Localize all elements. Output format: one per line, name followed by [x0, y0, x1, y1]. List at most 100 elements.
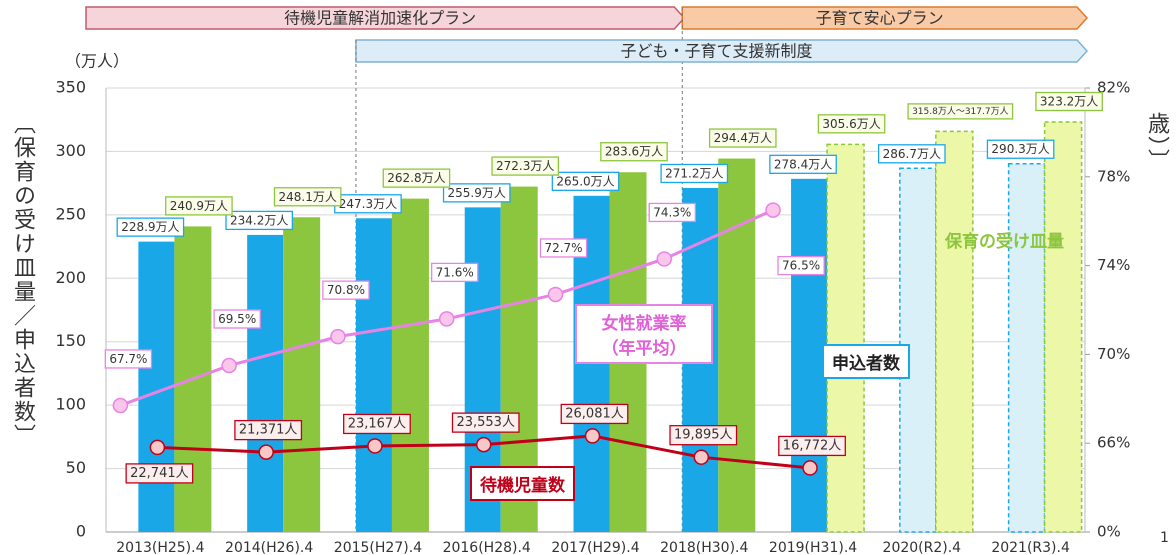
line-value-label-group: 23,167人: [343, 413, 411, 435]
bar-value-label: 240.9万人: [170, 199, 228, 213]
line-point: [802, 460, 818, 476]
bar-value-label-group: 247.3万人: [334, 194, 402, 214]
line-value-label-box: [451, 412, 520, 433]
bar-value-label-group: 290.3万人: [986, 139, 1055, 159]
line-value-label: 22,741人: [130, 466, 189, 481]
line-point: [330, 328, 346, 345]
bar: [1043, 121, 1083, 533]
plan-label: 子ども・子育て支援新制度: [620, 42, 812, 61]
bar-value-label-box: [442, 183, 511, 203]
line-point: [547, 286, 564, 303]
line-value-label-box: [234, 419, 303, 441]
line-value-label-box: [322, 280, 370, 300]
bar-value-label: 271.2万人: [665, 166, 723, 180]
y-tick-label: 350: [55, 78, 86, 97]
line-value-label-group: 26,081人: [560, 403, 629, 425]
line-value-label-box: [431, 262, 479, 283]
bar-value-label-box: [878, 144, 946, 164]
series-label: 待機児童数: [470, 466, 575, 501]
x-tick-label: 2021(R3).4: [991, 540, 1070, 555]
y-tick-label: 100: [55, 395, 86, 414]
bar-value-label-box: [986, 139, 1055, 159]
bar-value-label: 305.6万人: [822, 117, 880, 131]
bar-value-label-group: 234.2万人: [225, 210, 293, 231]
bar-value-label-group: 323.2万人: [1035, 91, 1103, 112]
line-value-label-box: [125, 463, 194, 484]
plan-label: 子育て安心プラン: [816, 9, 944, 28]
line-value-label-box: [560, 403, 629, 425]
line-point: [258, 444, 274, 460]
line-point: [367, 438, 383, 454]
y2-tick-label: 74%: [1097, 256, 1130, 274]
x-tick-label: 2015(H27).4: [334, 540, 422, 555]
line-value-label-box: [669, 425, 738, 446]
unit-label: （万人）: [65, 52, 129, 71]
bar-value-label-box: [907, 103, 1014, 120]
bar: [935, 130, 974, 533]
bar: [718, 158, 756, 532]
bar-value-label-group: 283.6万人: [600, 142, 668, 162]
bar-value-label: 283.6万人: [605, 145, 663, 159]
line-value-label: 71.6%: [436, 265, 474, 279]
line-value-label-box: [104, 349, 153, 369]
line-value-label-group: 19,895人: [669, 425, 738, 446]
bar-value-label-box: [165, 196, 233, 216]
bar-value-label: 278.4万人: [774, 157, 832, 171]
plan-banner: [85, 6, 686, 30]
line-point: [438, 311, 455, 327]
bar-value-label-group: 271.2万人: [660, 163, 729, 184]
line-value-label-group: 22,741人: [125, 463, 194, 484]
bar-value-label-group: 262.8万人: [382, 168, 451, 188]
line-value-label: 23,553人: [456, 415, 515, 430]
bar-value-label-group: 278.4万人: [769, 154, 837, 174]
bar-value-label: 286.7万人: [883, 147, 941, 161]
bar-value-label-box: [225, 210, 293, 231]
bar-value-label-box: [382, 168, 451, 188]
line-value-label-group: 16,772人: [778, 435, 846, 457]
bar-value-label-box: [708, 128, 777, 148]
bar-value-label-group: 248.1万人: [273, 187, 342, 207]
x-tick-label: 2013(H25).4: [116, 540, 204, 555]
bar-value-label-box: [660, 163, 729, 184]
line-value-label: 16,772人: [783, 438, 842, 453]
line-value-label-box: [539, 238, 588, 258]
line-value-label-group: 72.7%: [539, 238, 588, 258]
bar: [1007, 162, 1046, 533]
line-value-label-group: 76.5%: [777, 255, 825, 276]
line-value-label-group: 69.5%: [213, 309, 261, 329]
bar-value-label-group: 265.0万人: [551, 171, 620, 191]
line-value-label: 76.5%: [782, 259, 820, 273]
line-value-label-group: 23,553人: [451, 412, 520, 433]
bar: [826, 143, 865, 533]
x-tick-label: 2018(H30).4: [660, 540, 748, 555]
bar-value-label-box: [551, 171, 620, 191]
y-tick-label: 150: [55, 331, 86, 350]
bar: [283, 217, 321, 532]
y-tick-label: 50: [66, 458, 86, 477]
bar-value-label-group: 240.9万人: [165, 196, 233, 216]
bar-value-label: 315.8万人～317.7万人: [912, 106, 1009, 117]
bar-value-label-box: [116, 217, 185, 237]
x-tick-label: 2016(H28).4: [443, 540, 531, 555]
bar-value-label-box: [600, 142, 668, 162]
bar-value-label-group: 228.9万人: [116, 217, 185, 237]
line-value-label-box: [777, 255, 825, 276]
series-label: 女性就業率（年平均）: [575, 304, 713, 364]
bar-value-label-group: 272.3万人: [491, 156, 560, 176]
line-value-label-box: [648, 202, 696, 223]
y-axis-label: 〔保育の受け皿量／申込者数〕: [10, 112, 35, 448]
line-value-label-group: 70.8%: [322, 280, 370, 300]
line-point: [693, 449, 710, 465]
line-point: [584, 428, 601, 444]
bar: [391, 198, 429, 532]
y2-tick-label: 78%: [1097, 167, 1130, 185]
y-tick-label: 250: [55, 204, 86, 223]
series-label: 保育の受け皿量: [945, 232, 1064, 252]
x-tick-label: 2020(R2).4: [883, 540, 962, 555]
line-value-label-group: 67.7%: [104, 349, 153, 369]
line-value-label: 70.8%: [327, 283, 365, 297]
x-tick-label: 2019(H31).4: [769, 540, 857, 555]
y2-tick-label: 70%: [1097, 345, 1130, 363]
